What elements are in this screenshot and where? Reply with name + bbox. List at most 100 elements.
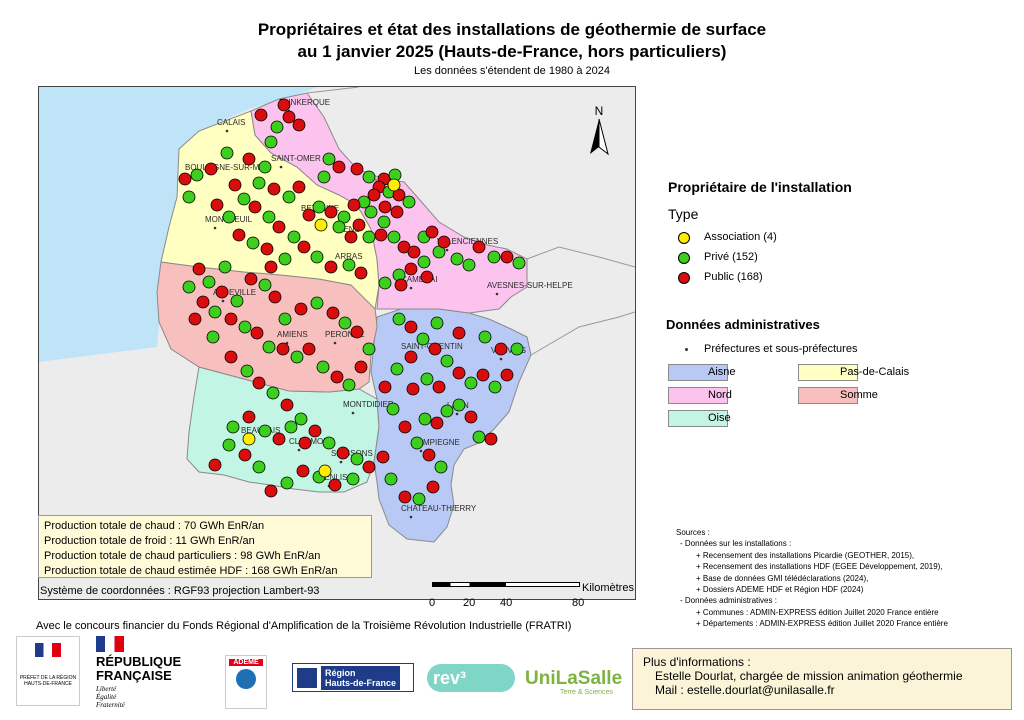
installation-point: [224, 312, 238, 326]
map-title-line1: Propriétaires et état des installations …: [257, 20, 767, 39]
installation-point: [450, 252, 464, 266]
prefecture-dot-icon: [685, 348, 688, 351]
rf-line1: RÉPUBLIQUE: [96, 654, 182, 669]
coordinate-system: Système de coordonnées : RGF93 projectio…: [40, 585, 320, 597]
installation-point: [354, 266, 368, 280]
prefet-logo: PRÉFET DE LA RÉGION HAUTS-DE-FRANCE: [16, 636, 80, 706]
prefecture-dot: [499, 357, 503, 361]
production-line: Production totale de chaud particuliers …: [44, 550, 321, 562]
installation-point: [252, 376, 266, 390]
installation-point: [384, 472, 398, 486]
installation-point: [347, 198, 361, 212]
installation-point: [310, 296, 324, 310]
installation-point: [264, 135, 278, 149]
installation-point: [297, 240, 311, 254]
rf-logo-text: RÉPUBLIQUE FRANÇAISE: [96, 655, 181, 683]
prefecture-dot: [339, 460, 343, 464]
prefecture-dot: [419, 449, 423, 453]
installation-point: [196, 295, 210, 309]
legend-aisne: Aisne: [708, 366, 736, 378]
installation-point: [238, 320, 252, 334]
installation-point: [282, 190, 296, 204]
installation-point: [252, 460, 266, 474]
installation-point: [350, 325, 364, 339]
installation-point: [330, 370, 344, 384]
installation-point: [484, 432, 498, 446]
installation-point: [346, 472, 360, 486]
info-title: Plus d'informations :: [643, 655, 751, 669]
installation-point: [237, 192, 251, 206]
production-box: Production totale de chaud : 70 GWh EnR/…: [38, 515, 372, 578]
installation-point: [278, 252, 292, 266]
installation-point: [430, 416, 444, 430]
installation-point: [362, 460, 376, 474]
installation-point: [350, 162, 364, 176]
installation-point: [500, 250, 514, 264]
prefet-logo-text: PRÉFET DE LA RÉGION HAUTS-DE-FRANCE: [19, 675, 77, 687]
installation-point: [248, 200, 262, 214]
installation-point: [364, 205, 378, 219]
legend-symbol-prive: [678, 252, 690, 264]
map-frame: DUNKERQUE CALAIS SAINT-OMER BOULOGNE-SUR-ME…: [38, 86, 636, 600]
scale-tick: 0: [429, 597, 436, 609]
installation-point: [452, 326, 466, 340]
installation-point: [378, 380, 392, 394]
installation-point: [277, 98, 291, 112]
city-label: VALENCIENNES: [437, 237, 498, 246]
installation-point: [318, 464, 332, 478]
installation-point: [222, 210, 236, 224]
installation-point: [302, 208, 316, 222]
installation-point: [178, 172, 192, 186]
installation-point: [452, 366, 466, 380]
installation-point: [296, 464, 310, 478]
sources-block: Sources : - Données sur les installation…: [676, 527, 948, 630]
scale-bar: [432, 582, 580, 587]
installation-point: [417, 255, 431, 269]
legend-label-prive: Privé (152): [704, 251, 758, 263]
installation-point: [264, 484, 278, 498]
installation-point: [437, 235, 451, 249]
legend-prefectures: Préfectures et sous-préfectures: [704, 343, 858, 355]
installation-point: [362, 230, 376, 244]
installation-point: [478, 330, 492, 344]
legend-symbol-association: [678, 232, 690, 244]
legend-admin-title: Données administratives: [666, 317, 820, 332]
swatch-somme: [798, 387, 858, 404]
installation-point: [500, 368, 514, 382]
installation-point: [510, 342, 524, 356]
marianne-flag-icon: [96, 636, 124, 652]
installation-point: [242, 410, 256, 424]
city-label: CLERMONT: [289, 437, 334, 446]
swatch-pas-de-calais: [798, 364, 858, 381]
scale-tick: 40: [500, 597, 513, 609]
rf-motto-line: Égalité: [96, 693, 117, 701]
installation-point: [238, 448, 252, 462]
installation-point: [464, 376, 478, 390]
city-label: CAMBRAI: [401, 275, 437, 284]
legend-owner-title: Propriétaire de l'installation: [668, 179, 852, 195]
source-line: + Base de données GMI télédéclarations (…: [696, 573, 869, 583]
north-arrow-icon: [590, 118, 609, 156]
installation-point: [404, 350, 418, 364]
prefecture-dot: [409, 286, 413, 290]
source-line: - Données administratives :: [680, 596, 777, 606]
installation-point: [316, 360, 330, 374]
installation-point: [332, 220, 346, 234]
city-label: LENS: [339, 225, 360, 234]
legend-label-public: Public (168): [704, 271, 763, 283]
installation-point: [240, 364, 254, 378]
installation-point: [397, 240, 411, 254]
installation-point: [392, 188, 406, 202]
installation-point: [387, 230, 401, 244]
installation-point: [420, 270, 434, 284]
source-line: + Communes : ADMIN-EXPRESS édition Juill…: [696, 607, 939, 617]
legend-nord: Nord: [708, 389, 732, 401]
prefecture-dot: [351, 411, 355, 415]
installation-point: [232, 228, 246, 242]
prefecture-dot: [455, 412, 459, 416]
installation-point: [254, 108, 268, 122]
map-title-line2: au 1 janvier 2025 (Hauts-de-France, hors…: [297, 42, 727, 61]
prefecture-dot: [409, 515, 413, 519]
info-mail: Mail : estelle.dourlat@unilasalle.fr: [655, 683, 835, 697]
installation-point: [322, 436, 336, 450]
